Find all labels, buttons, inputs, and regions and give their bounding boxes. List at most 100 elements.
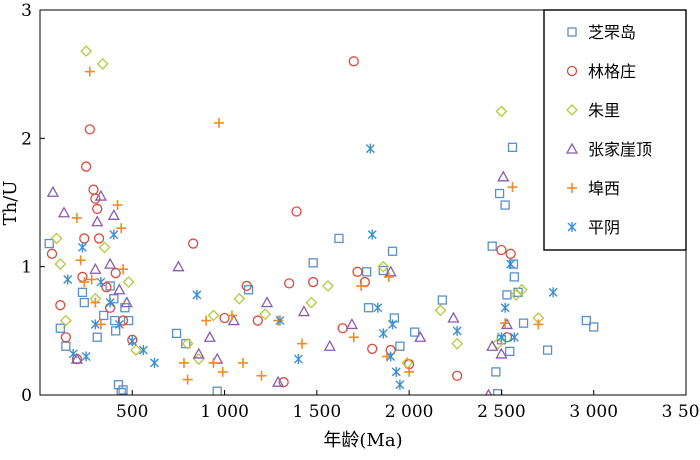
data-point — [59, 314, 72, 327]
data-point — [510, 288, 523, 301]
data-point — [367, 229, 377, 240]
data-point — [486, 339, 499, 351]
data-point — [518, 318, 529, 328]
data-point — [395, 341, 405, 351]
data-point — [505, 346, 515, 357]
data-point — [487, 241, 497, 251]
data-point — [149, 357, 159, 368]
data-point — [96, 277, 106, 288]
data-point — [79, 277, 90, 288]
data-point — [201, 315, 212, 326]
data-point — [79, 233, 90, 244]
data-point — [116, 223, 127, 234]
data-point — [109, 229, 119, 240]
data-point — [60, 332, 71, 343]
series-1 — [44, 142, 599, 395]
data-point — [120, 303, 130, 313]
data-point — [80, 45, 93, 57]
data-point — [92, 203, 103, 215]
data-point — [77, 242, 87, 253]
data-point — [388, 319, 398, 330]
x-axis-title: 年龄(Ma) — [323, 430, 402, 451]
data-point — [123, 315, 134, 326]
data-point — [542, 345, 553, 355]
data-point — [181, 337, 194, 350]
data-point — [233, 292, 246, 305]
data-point — [505, 248, 516, 259]
data-point — [500, 318, 511, 329]
data-point — [363, 303, 374, 313]
data-point — [79, 297, 89, 308]
data-point — [581, 315, 591, 326]
data-point — [496, 244, 507, 256]
data-point — [356, 280, 367, 291]
data-point — [260, 296, 274, 308]
y-tick-label: 0 — [21, 386, 32, 406]
data-point — [305, 296, 318, 309]
data-point — [377, 260, 390, 273]
data-point — [178, 357, 189, 368]
data-point — [352, 266, 363, 277]
data-point — [452, 325, 462, 336]
data-point — [57, 206, 71, 218]
data-point — [61, 341, 71, 351]
data-point — [308, 276, 319, 288]
series-6 — [63, 143, 558, 390]
data-point — [55, 323, 65, 333]
legend-item: 平阴 — [567, 218, 620, 237]
legend-item: 埠西 — [567, 179, 620, 198]
data-point — [111, 326, 121, 336]
data-point — [322, 279, 334, 292]
legend-marker — [565, 142, 579, 154]
data-point — [348, 56, 359, 67]
data-point — [293, 354, 303, 365]
data-point — [122, 276, 135, 288]
legend-marker — [567, 222, 577, 232]
data-point — [192, 289, 202, 300]
series-2 — [46, 56, 516, 388]
legend-marker — [567, 183, 577, 193]
legend-marker — [567, 27, 577, 37]
data-point — [507, 142, 518, 152]
data-point — [404, 366, 415, 377]
data-point — [226, 310, 237, 321]
data-point — [437, 295, 448, 305]
legend-label: 朱里 — [588, 101, 620, 120]
legend-label: 平阴 — [588, 218, 620, 237]
data-point — [387, 246, 398, 256]
x-tick-label: 1 500 — [293, 402, 342, 422]
data-point — [256, 370, 267, 381]
data-point — [495, 105, 508, 118]
data-point — [337, 323, 348, 334]
data-point — [548, 287, 558, 298]
legend-label: 芝罘岛 — [588, 23, 636, 42]
data-point — [494, 188, 505, 199]
data-point — [81, 351, 91, 362]
data-point — [214, 117, 225, 128]
data-point — [384, 265, 397, 277]
data-point — [491, 367, 501, 377]
data-point — [113, 283, 126, 295]
data-point — [46, 185, 60, 197]
data-point — [275, 315, 285, 326]
legend-box — [543, 9, 687, 251]
data-point — [383, 271, 394, 282]
data-point — [451, 370, 463, 381]
data-point — [80, 161, 92, 172]
x-tick-label: 2 500 — [477, 402, 526, 422]
data-point — [367, 343, 378, 354]
data-point — [116, 387, 126, 395]
data-point — [533, 319, 544, 330]
data-point — [127, 336, 137, 347]
data-point — [90, 319, 100, 330]
data-point — [365, 143, 375, 154]
data-point — [98, 241, 111, 254]
data-point — [259, 308, 272, 321]
data-point — [589, 322, 599, 332]
legend-item: 芝罘岛 — [567, 23, 636, 42]
data-point — [54, 258, 67, 271]
data-point — [391, 366, 401, 377]
data-point — [172, 260, 185, 272]
data-point — [114, 319, 124, 330]
data-point — [91, 215, 104, 227]
